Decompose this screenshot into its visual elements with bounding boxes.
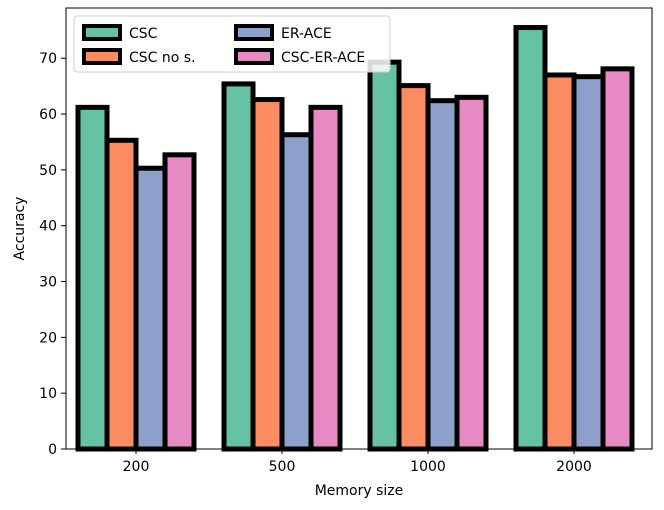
bar-csc-1000 [367, 59, 402, 452]
y-axis-label: Accuracy [12, 197, 28, 261]
legend-label-csc-no-s-: CSC no s. [129, 50, 196, 66]
bar-csc-no-s--1000 [396, 83, 431, 452]
legend: CSC CSC no s. ER-ACE CSC-ER-ACE [73, 15, 391, 73]
x-tick-label: 2000 [556, 459, 592, 475]
bar-csc-no-s--500 [250, 97, 285, 452]
y-tick-label: 70 [39, 51, 57, 67]
x-tick-label: 200 [123, 459, 150, 475]
bar-csc-er-ace-2000 [600, 66, 635, 452]
bar-csc-no-s--200 [104, 137, 139, 452]
x-axis-label: Memory size [315, 483, 404, 499]
bar-er-ace-2000 [571, 74, 606, 452]
bar-er-ace-500 [279, 132, 314, 452]
bar-er-ace-1000 [425, 98, 460, 452]
bars-layer [75, 25, 635, 452]
bar-csc-2000 [513, 25, 548, 452]
y-tick-label: 0 [48, 442, 57, 458]
bar-csc-200 [75, 104, 110, 452]
y-tick-label: 50 [39, 163, 57, 179]
x-tick-label: 1000 [410, 459, 446, 475]
legend-label-er-ace: ER-ACE [281, 26, 332, 42]
bar-er-ace-200 [133, 165, 168, 452]
legend-label-csc-er-ace: CSC-ER-ACE [281, 50, 365, 66]
axes-frame [65, 7, 653, 450]
y-tick-label: 60 [39, 107, 57, 123]
bar-csc-er-ace-1000 [454, 94, 489, 452]
legend-swatch-csc [82, 24, 122, 41]
legend-box [73, 15, 391, 73]
legend-swatch-er-ace [234, 24, 274, 41]
legend-swatch-csc-no-s- [82, 48, 122, 65]
bar-csc-no-s--2000 [542, 72, 577, 452]
legend-label-csc: CSC [129, 26, 158, 42]
y-tick-label: 30 [39, 275, 57, 291]
legend-swatch-csc-er-ace [234, 48, 274, 65]
bar-csc-500 [221, 81, 256, 452]
y-tick-label: 20 [39, 330, 57, 346]
axes-layer: 0 10 20 30 40 50 60 70 200 500 1000 2000 [39, 7, 653, 475]
x-tick-label: 500 [269, 459, 296, 475]
bar-csc-er-ace-200 [162, 152, 197, 452]
y-tick-label: 40 [39, 219, 57, 235]
bar-csc-er-ace-500 [308, 104, 343, 452]
y-tick-label: 10 [39, 386, 57, 402]
